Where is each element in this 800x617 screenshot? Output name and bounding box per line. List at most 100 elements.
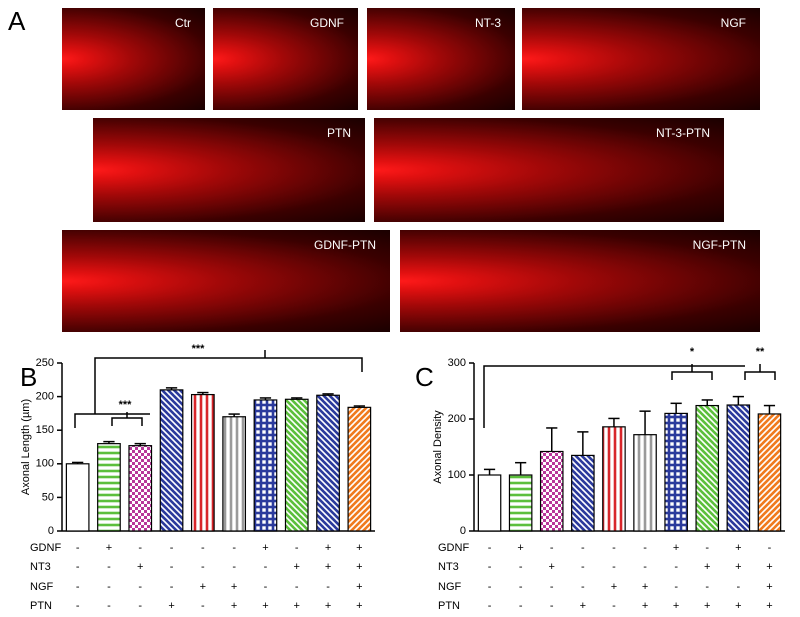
condition-mark: - [550,581,554,593]
condition-name: NGF [30,581,54,593]
condition-mark: - [550,600,554,612]
condition-mark: - [295,581,299,593]
bracket-b [74,350,363,428]
image-label: GDNF-PTN [314,238,376,252]
condition-mark: + [704,600,710,612]
condition-name: PTN [438,600,460,612]
condition-mark: - [581,542,585,554]
condition-name: GDNF [438,542,469,554]
condition-mark: + [231,581,237,593]
condition-mark: + [642,600,648,612]
y-axis-label: Axonal Density [432,410,444,484]
bar [159,389,184,532]
condition-mark: + [642,581,648,593]
image-label: GDNF [310,16,344,30]
condition-mark: + [735,561,741,573]
bar [222,416,247,532]
bar [726,404,751,532]
condition-mark: + [325,561,331,573]
condition-mark: - [326,581,330,593]
bracket-c [483,364,776,428]
condition-mark: - [488,561,492,573]
condition-mark: + [611,581,617,593]
condition-mark: + [294,600,300,612]
condition-mark: + [517,542,523,554]
condition-mark: - [705,581,709,593]
significance: * [690,346,695,358]
y-tick-label: 50 [42,491,54,503]
condition-mark: - [581,581,585,593]
condition-mark: - [768,542,772,554]
condition-mark: - [737,581,741,593]
y-tick-label: 100 [36,458,54,470]
panel-label: C [415,362,434,392]
condition-mark: - [519,581,523,593]
condition-mark: + [704,561,710,573]
y-tick-label: 150 [36,424,54,436]
condition-mark: - [264,581,268,593]
condition-name: PTN [30,600,52,612]
condition-mark: - [76,600,80,612]
condition-mark: - [674,561,678,573]
condition-mark: - [201,600,205,612]
condition-name: NT3 [30,561,51,573]
condition-mark: - [170,581,174,593]
condition-mark: + [262,542,268,554]
condition-mark: - [76,581,80,593]
condition-mark: - [201,561,205,573]
condition-mark: - [107,581,111,593]
condition-name: NGF [438,581,462,593]
bar [128,445,153,532]
bar [284,398,309,532]
condition-mark: - [519,561,523,573]
significance: *** [192,343,206,355]
condition-mark: + [766,561,772,573]
condition-mark: + [294,561,300,573]
condition-mark: - [581,561,585,573]
condition-mark: - [643,561,647,573]
significance: *** [119,399,133,411]
condition-mark: - [295,542,299,554]
y-tick-label: 200 [36,391,54,403]
condition-mark: - [488,542,492,554]
condition-mark: - [170,561,174,573]
panel-label: B [20,362,38,392]
bar [571,454,595,532]
condition-mark: + [766,600,772,612]
image-label: PTN [327,126,351,140]
image-label: Ctr [175,16,191,30]
condition-mark: - [612,542,616,554]
condition-mark: - [519,600,523,612]
condition-mark: - [232,561,236,573]
condition-mark: - [107,600,111,612]
brackets [74,350,776,428]
y-tick-label: 0 [460,525,466,537]
condition-mark: + [735,600,741,612]
condition-name: GDNF [30,542,61,554]
condition-mark: - [488,600,492,612]
y-tick-label: 100 [448,469,466,481]
condition-mark: + [325,542,331,554]
condition-mark: - [138,542,142,554]
condition-mark: + [231,600,237,612]
condition-mark: + [766,581,772,593]
condition-mark: - [674,581,678,593]
condition-mark: - [232,542,236,554]
condition-mark: + [168,600,174,612]
bar [695,404,720,532]
condition-mark: + [106,542,112,554]
condition-mark: - [76,561,80,573]
bar [190,393,215,532]
condition-mark: + [673,542,679,554]
y-tick-label: 200 [448,413,466,425]
condition-mark: - [705,542,709,554]
condition-mark: + [356,561,362,573]
condition-mark: + [735,542,741,554]
condition-mark: + [356,542,362,554]
condition-mark: - [107,561,111,573]
condition-mark: - [643,542,647,554]
bar [477,474,502,532]
micrograph: GDNF [213,8,358,110]
micrograph: NT-3-PTN [374,118,724,222]
